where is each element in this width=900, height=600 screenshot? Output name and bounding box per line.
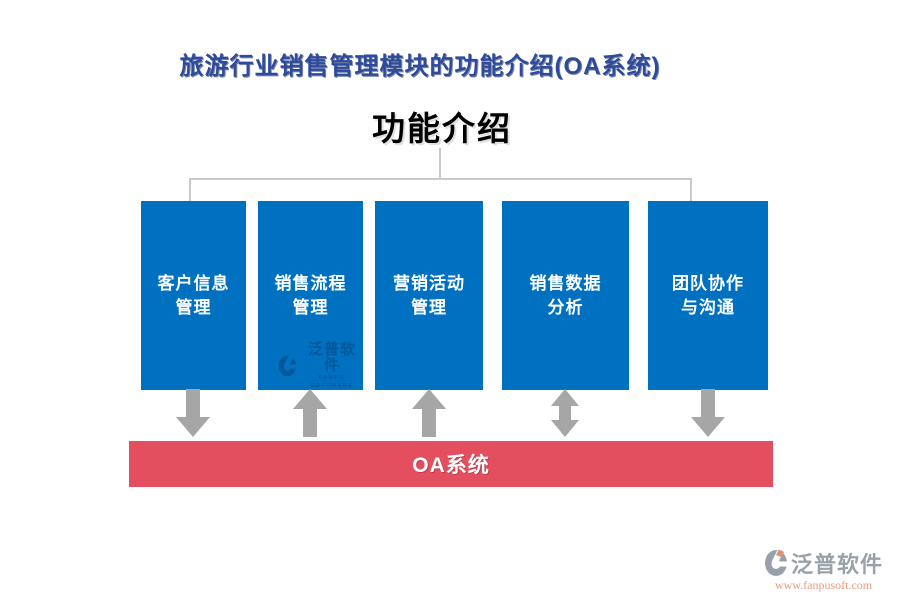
down-arrow-icon xyxy=(176,389,210,437)
watermark-brand-en: FANPU SOFTWARE xyxy=(310,375,354,389)
oa-system-bar: OA系统 xyxy=(129,441,773,487)
module-label-line1: 团队协作 xyxy=(672,273,744,293)
up-arrow-icon xyxy=(412,389,446,437)
fanpu-logo-icon xyxy=(278,354,297,377)
connector-drop-left xyxy=(189,178,191,202)
footer-brand-name: 泛普软件 xyxy=(791,552,884,577)
page-title: 旅游行业销售管理模块的功能介绍(OA系统) xyxy=(179,53,661,80)
module-label-line1: 销售数据 xyxy=(529,273,602,293)
footer-brand: 泛普软件 www.fanpusoft.com xyxy=(764,548,883,592)
up-arrow-icon xyxy=(293,389,327,437)
module-label-line1: 营销活动 xyxy=(393,273,465,293)
module-box-marketing-activity: 营销活动 管理 xyxy=(375,201,483,390)
up-down-arrow-icon xyxy=(551,389,579,437)
brand-watermark: 泛普软件 FANPU SOFTWARE xyxy=(278,342,363,390)
diagram-title: 功能介绍 xyxy=(372,110,512,147)
module-box-team-collaboration: 团队协作 与沟通 xyxy=(648,201,768,390)
module-label-line2: 与沟通 xyxy=(681,297,735,317)
down-arrow-icon xyxy=(691,389,725,437)
module-label-line2: 管理 xyxy=(292,297,329,317)
module-label-line2: 管理 xyxy=(411,297,447,317)
module-box-customer-info: 客户信息 管理 xyxy=(141,201,246,390)
connector-horizontal xyxy=(189,178,692,180)
fanpu-logo-icon xyxy=(765,549,788,576)
oa-system-label: OA系统 xyxy=(412,454,490,477)
module-label-line2: 分析 xyxy=(547,297,584,317)
module-label-line1: 客户信息 xyxy=(157,273,230,293)
module-box-sales-process: 销售流程 管理 泛普软件 FANPU SOFTWARE xyxy=(258,201,363,390)
module-box-sales-data-analysis: 销售数据 分析 xyxy=(502,201,629,390)
footer-brand-url: www.fanpusoft.com xyxy=(774,578,873,592)
module-label-line1: 销售流程 xyxy=(274,273,347,293)
module-label-line2: 管理 xyxy=(175,297,212,317)
watermark-brand: 泛普软件 xyxy=(307,341,356,374)
connector-stub xyxy=(439,148,441,179)
connector-drop-right xyxy=(690,178,692,202)
